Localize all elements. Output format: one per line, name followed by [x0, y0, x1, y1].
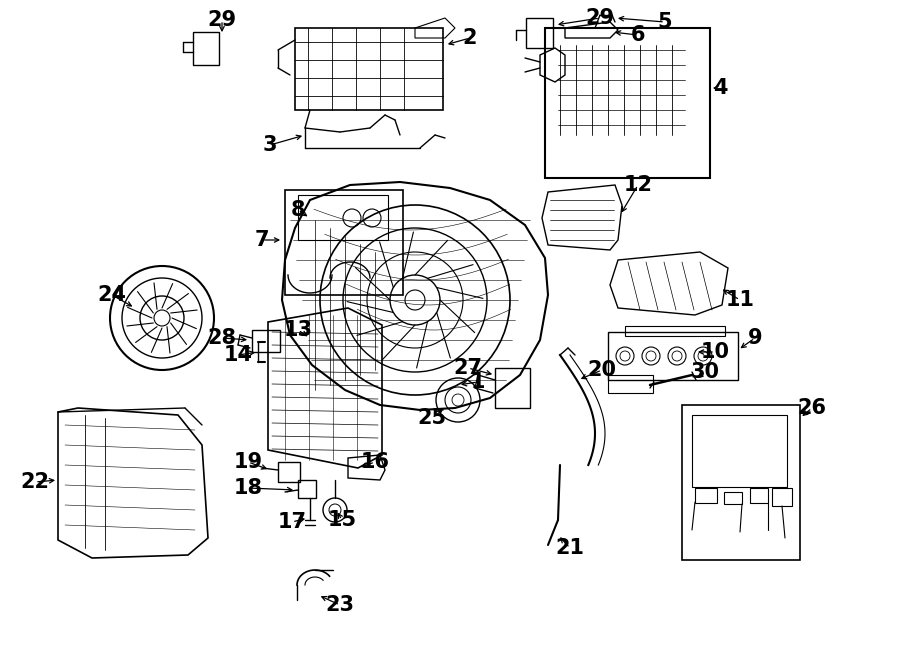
- Circle shape: [405, 290, 425, 310]
- Bar: [298, 480, 316, 498]
- Text: 3: 3: [263, 135, 277, 155]
- Text: 26: 26: [797, 398, 826, 418]
- Text: 29: 29: [585, 8, 615, 28]
- Bar: [252, 330, 280, 352]
- Text: 1: 1: [471, 372, 485, 392]
- Bar: [750, 488, 768, 503]
- Bar: [278, 462, 300, 482]
- Bar: [298, 195, 388, 240]
- Text: 9: 9: [748, 328, 762, 348]
- Bar: [625, 326, 725, 336]
- Bar: [545, 28, 710, 178]
- Text: 7: 7: [255, 230, 269, 250]
- Text: 14: 14: [223, 345, 253, 365]
- Text: 4: 4: [713, 78, 727, 98]
- Bar: [526, 18, 553, 48]
- Circle shape: [154, 310, 170, 326]
- Text: 19: 19: [233, 452, 263, 472]
- Text: 23: 23: [326, 595, 355, 615]
- Bar: [608, 332, 738, 380]
- Bar: [682, 405, 800, 560]
- Text: 22: 22: [21, 472, 50, 492]
- Text: 12: 12: [624, 175, 652, 195]
- Text: 15: 15: [328, 510, 356, 530]
- Text: 18: 18: [233, 478, 263, 498]
- Bar: [695, 488, 717, 503]
- Text: 30: 30: [690, 362, 719, 382]
- Text: 5: 5: [658, 12, 672, 32]
- Bar: [608, 375, 653, 393]
- Text: 16: 16: [361, 452, 390, 472]
- Text: 24: 24: [97, 285, 127, 305]
- Text: 10: 10: [700, 342, 730, 362]
- Text: 27: 27: [454, 358, 482, 378]
- Text: 6: 6: [631, 25, 645, 45]
- Text: 13: 13: [284, 320, 312, 340]
- Bar: [285, 190, 403, 295]
- Bar: [495, 368, 530, 408]
- Text: 2: 2: [463, 28, 477, 48]
- Text: 8: 8: [291, 200, 305, 220]
- Text: 21: 21: [555, 538, 584, 558]
- Bar: [193, 32, 219, 65]
- Text: 20: 20: [588, 360, 617, 380]
- Bar: [692, 415, 787, 487]
- Text: 28: 28: [208, 328, 237, 348]
- Bar: [295, 28, 443, 110]
- Text: 29: 29: [207, 10, 237, 30]
- Bar: [772, 488, 792, 506]
- Text: 11: 11: [725, 290, 754, 310]
- Text: 17: 17: [277, 512, 307, 532]
- Text: 25: 25: [418, 408, 446, 428]
- Circle shape: [452, 394, 464, 406]
- Bar: [724, 492, 742, 504]
